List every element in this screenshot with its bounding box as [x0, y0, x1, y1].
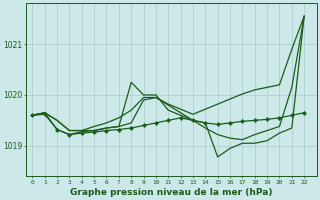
X-axis label: Graphe pression niveau de la mer (hPa): Graphe pression niveau de la mer (hPa) [70, 188, 273, 197]
